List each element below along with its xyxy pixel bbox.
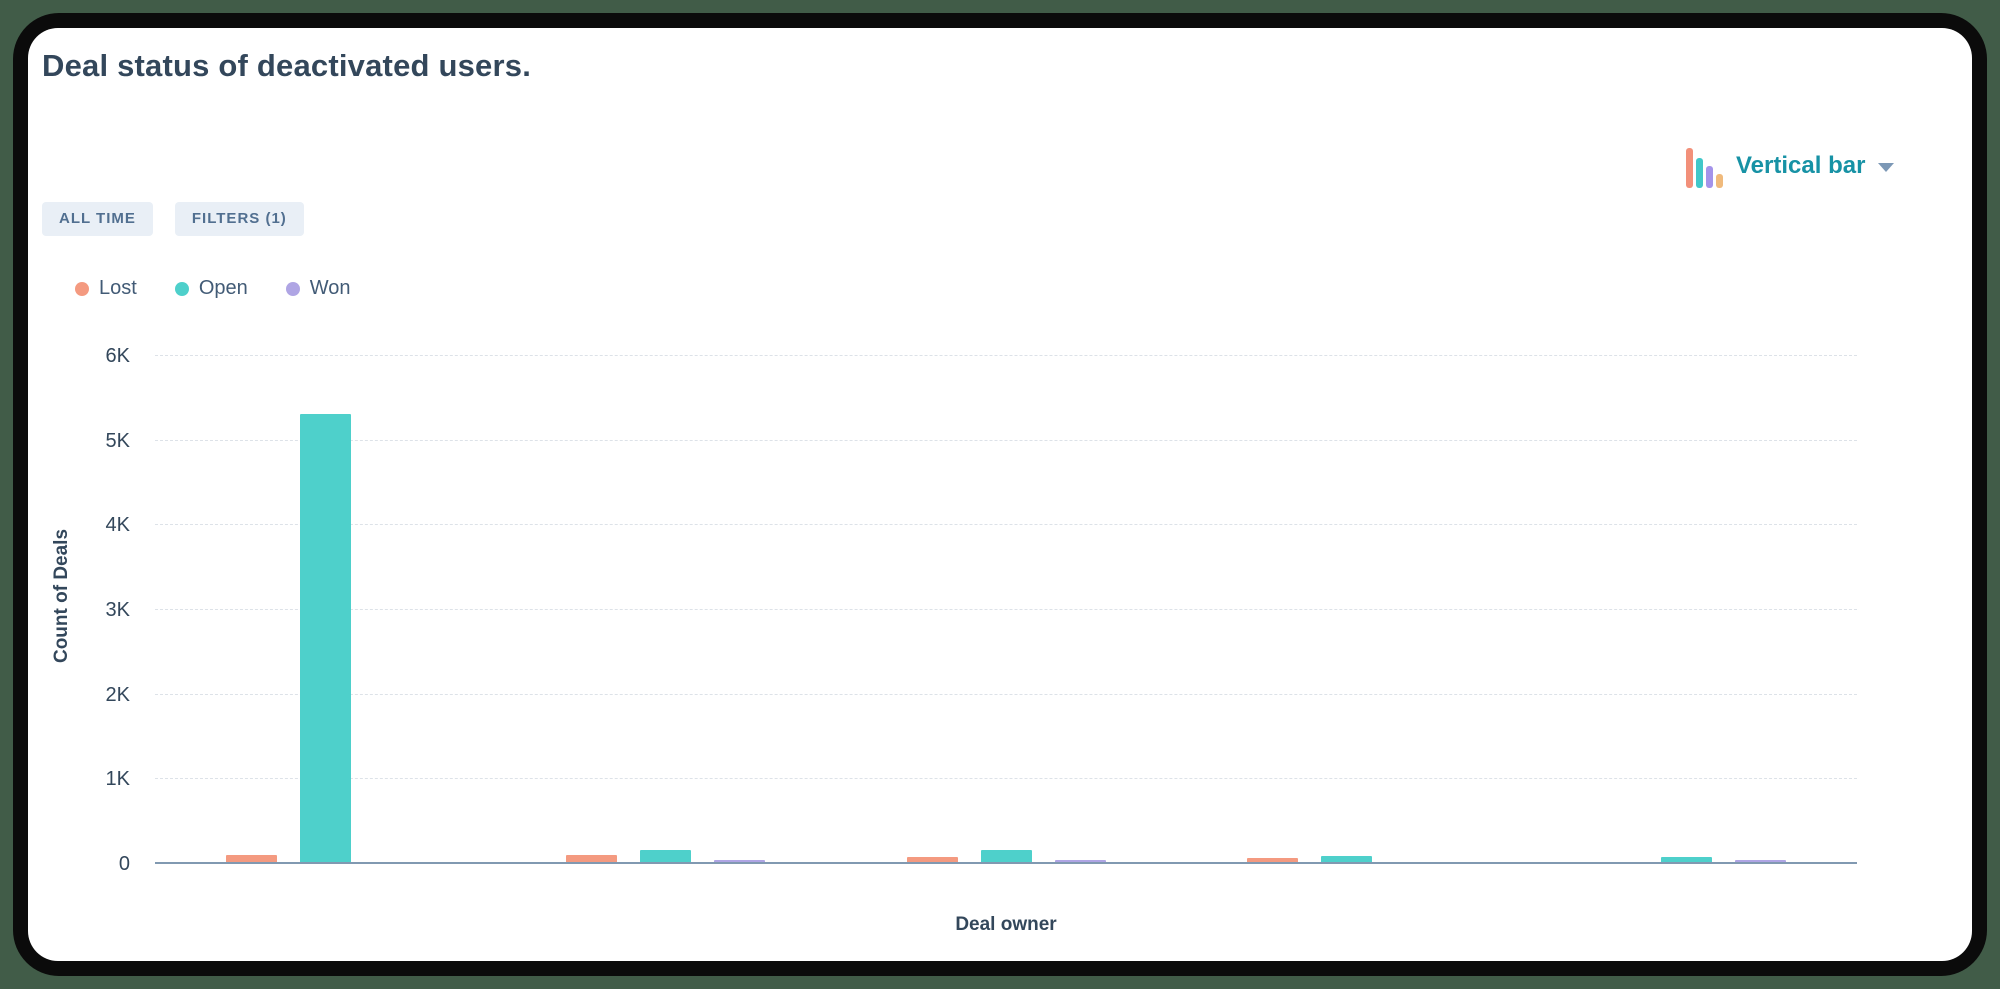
- bar-open-group5[interactable]: [1661, 857, 1713, 863]
- bar-won-group5[interactable]: [1735, 860, 1787, 863]
- gridline-2K: [155, 693, 1857, 695]
- y-tick-label-1K: 1K: [105, 768, 130, 791]
- y-tick-label-4K: 4K: [105, 514, 130, 537]
- chart-legend: Lost Open Won: [75, 277, 351, 300]
- bar-chart-icon-bar: [1716, 174, 1723, 188]
- y-tick-label-5K: 5K: [105, 429, 130, 452]
- bar-lost-group2[interactable]: [566, 855, 618, 863]
- bar-chart-icon: [1686, 144, 1723, 188]
- y-tick-label-2K: 2K: [105, 683, 130, 706]
- bar-chart-icon-bar: [1696, 158, 1703, 188]
- bar-open-group2[interactable]: [640, 850, 692, 863]
- legend-dot-open: [174, 281, 189, 296]
- gridline-6K: [155, 354, 1857, 356]
- bar-open-group1[interactable]: [299, 414, 351, 863]
- report-title: Deal status of deactivated users.: [42, 48, 532, 83]
- legend-label-lost: Lost: [99, 277, 137, 299]
- chart-plot-area: [155, 340, 1857, 864]
- y-tick-label-0: 0: [118, 853, 130, 875]
- legend-item-lost[interactable]: Lost: [75, 277, 137, 300]
- legend-item-open[interactable]: Open: [174, 277, 248, 300]
- legend-dot-won: [285, 281, 300, 296]
- x-axis-title: Deal owner: [955, 914, 1057, 935]
- legend-dot-lost: [75, 281, 89, 296]
- x-axis-baseline: [155, 862, 1857, 864]
- bar-open-group3[interactable]: [980, 850, 1032, 863]
- bar-won-group3[interactable]: [1054, 860, 1106, 863]
- legend-item-won[interactable]: Won: [285, 277, 351, 300]
- report-card: [28, 28, 1972, 961]
- gridline-4K: [155, 524, 1857, 526]
- legend-label-open: Open: [198, 277, 248, 299]
- bar-chart-icon-bar: [1706, 166, 1713, 188]
- filter-bar: ALL TIME FILTERS (1): [42, 202, 304, 236]
- chevron-down-icon: [1878, 163, 1895, 172]
- y-axis-title: Count of Deals: [51, 528, 72, 664]
- bar-open-group4[interactable]: [1320, 855, 1372, 863]
- gridline-1K: [155, 778, 1857, 780]
- bar-lost-group4[interactable]: [1246, 858, 1298, 863]
- gridline-5K: [155, 439, 1857, 441]
- y-tick-label-3K: 3K: [105, 598, 130, 621]
- bar-lost-group1[interactable]: [225, 855, 277, 863]
- bar-won-group2[interactable]: [714, 860, 766, 863]
- gridline-3K: [155, 609, 1857, 610]
- all-time-filter-badge[interactable]: ALL TIME: [42, 202, 153, 236]
- y-tick-label-6K: 6K: [105, 344, 130, 367]
- chart-type-label: Vertical bar: [1736, 152, 1866, 179]
- legend-label-won: Won: [309, 277, 351, 299]
- bar-chart-icon-bar: [1686, 148, 1693, 188]
- chart-type-dropdown[interactable]: Vertical bar: [1686, 144, 1895, 188]
- bar-lost-group3[interactable]: [906, 857, 958, 863]
- filters-count-badge[interactable]: FILTERS (1): [174, 202, 304, 236]
